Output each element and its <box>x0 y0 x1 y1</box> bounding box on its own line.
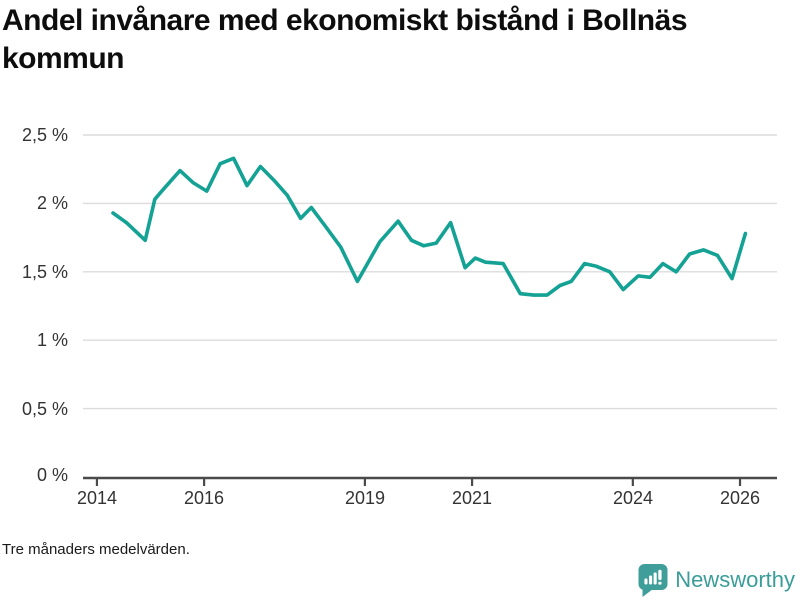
y-tick-label: 1 % <box>36 330 68 350</box>
y-tick-label: 0 % <box>36 465 68 485</box>
y-tick-label: 0,5 % <box>21 399 68 419</box>
newsworthy-speech-bubble-barchart-icon <box>638 563 668 597</box>
y-tick-label: 1,5 % <box>21 262 68 282</box>
x-tick-label: 2016 <box>183 488 225 508</box>
newsworthy-logo-text: Newsworthy <box>675 567 795 592</box>
x-tick-label: 2024 <box>612 488 654 508</box>
page-title: Andel invånare med ekonomiskt bistånd i … <box>2 4 688 75</box>
chart-area: 2,5 % 2 % 1,5 % 1 % 0,5 % 0 % 2014 2016 … <box>0 100 800 520</box>
y-tick-label: 2 % <box>36 193 68 213</box>
series-line <box>111 156 748 297</box>
y-tick-label: 2,5 % <box>21 125 68 145</box>
footnote: Tre månaders medelvärden. <box>2 541 190 558</box>
plot-svg <box>83 134 777 486</box>
x-tick-label: 2014 <box>76 488 118 508</box>
x-tick-label: 2021 <box>451 488 493 508</box>
newsworthy-logo[interactable]: Newsworthy <box>638 563 795 597</box>
x-tick-label: 2019 <box>344 488 386 508</box>
x-tick-label: 2026 <box>719 488 761 508</box>
